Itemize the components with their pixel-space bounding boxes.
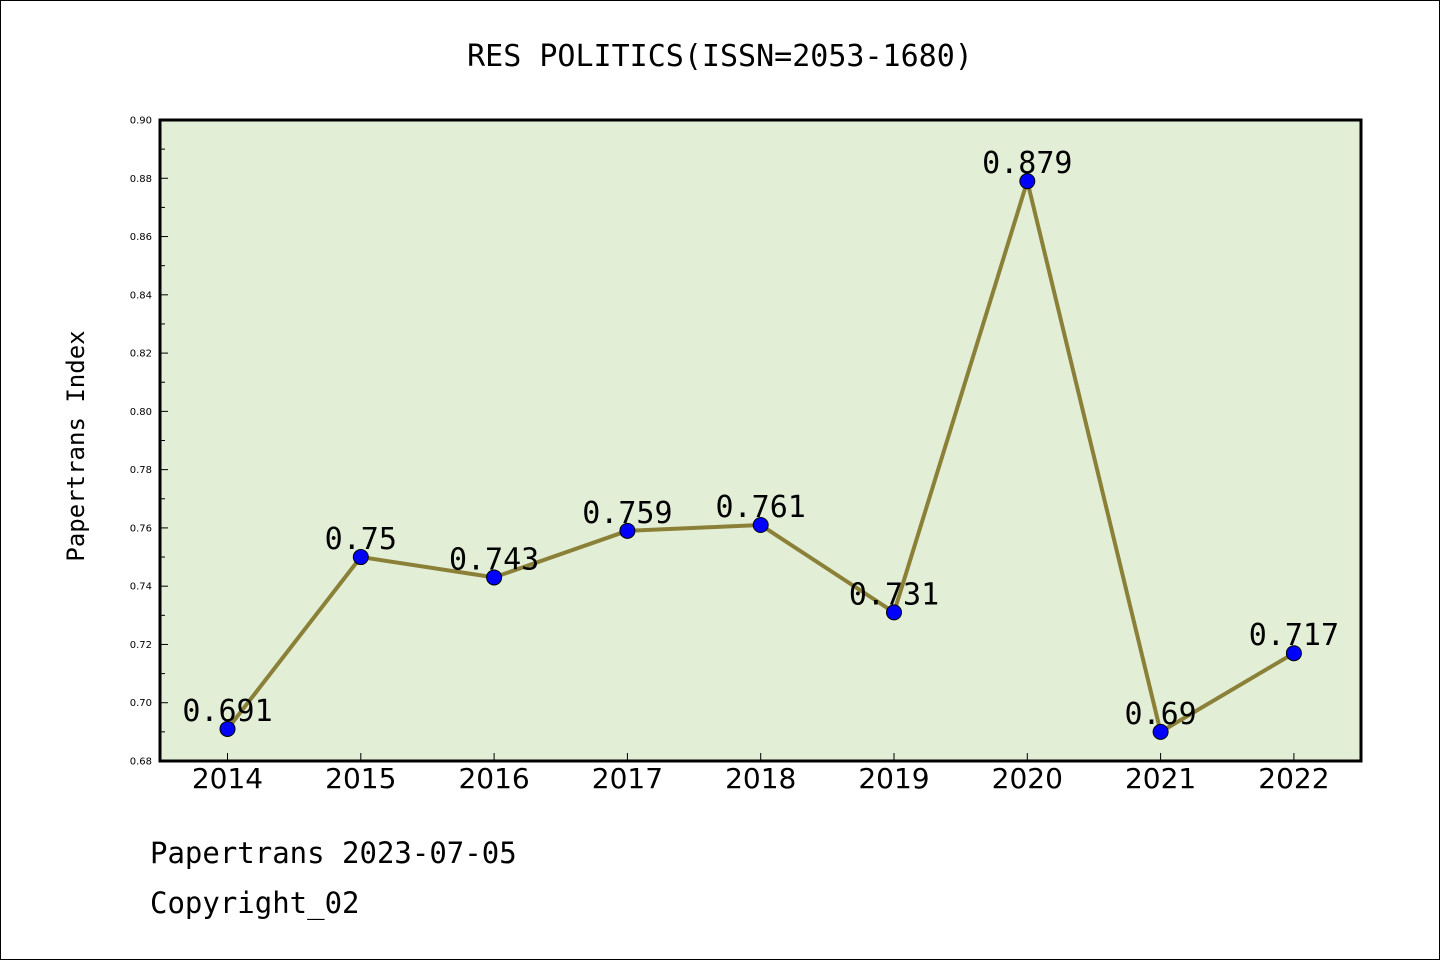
x-tick-label: 2021 [1125,762,1196,795]
y-axis-ticks: 0.68 0.70 0.72 0.74 0.76 0.78 0.80 0.82 0.84 0.86… [130,116,168,768]
data-point [352,549,369,566]
x-tick-label: 2022 [1258,762,1329,795]
y-tick-label: 0.72 [130,640,152,651]
y-tick-label: 0.78 [130,465,152,476]
data-point [486,569,503,586]
data-point [1019,173,1036,190]
data-point [1152,723,1169,740]
data-label: 0.717 [1249,618,1339,653]
y-tick-label: 0.86 [130,232,152,243]
y-tick-label: 0.80 [130,407,152,418]
data-label: 0.691 [182,694,272,729]
x-tick-label: 2015 [325,762,396,795]
data-point [619,522,636,539]
data-label: 0.879 [982,146,1072,181]
x-tick-label: 2019 [858,762,929,795]
x-tick-label: 2016 [458,762,529,795]
data-point [886,604,902,621]
data-label: 0.743 [449,542,539,577]
x-axis-ticks: 2014 2015 2016 2017 2018 2019 2020 2021 2022 [192,753,1330,795]
data-point [1285,645,1302,662]
footer-date-text: Papertrans 2023-07-05 [150,836,517,870]
x-tick-label: 2014 [192,762,263,795]
y-tick-label: 0.76 [130,523,152,534]
y-tick-label: 0.82 [130,349,152,360]
plot-area [160,120,1361,761]
data-label: 0.75 [325,522,397,557]
data-label: 0.761 [716,490,806,525]
y-tick-label: 0.84 [130,290,152,301]
data-markers [219,173,1302,740]
data-point [752,516,769,533]
data-labels: 0.691 0.75 0.743 0.759 0.761 0.731 0.879 0.69 0.… [182,146,1339,732]
data-label: 0.759 [582,496,672,531]
y-tick-label: 0.88 [130,174,152,185]
x-tick-label: 2020 [992,762,1063,795]
y-tick-label: 0.68 [130,757,152,768]
chart-title: RES POLITICS(ISSN=2053-1680) [467,39,973,74]
x-tick-label: 2018 [725,762,796,795]
y-tick-label: 0.70 [130,698,152,709]
plot-border [158,118,1363,763]
data-point [219,720,236,737]
data-label: 0.69 [1124,697,1196,732]
footer-copyright-text: Copyright_02 [150,886,360,920]
y-tick-label: 0.90 [130,116,152,127]
y-tick-label: 0.74 [130,582,152,593]
x-tick-label: 2017 [592,762,663,795]
data-label: 0.731 [849,577,939,612]
y-axis-label: Papertrans Index [62,330,90,561]
